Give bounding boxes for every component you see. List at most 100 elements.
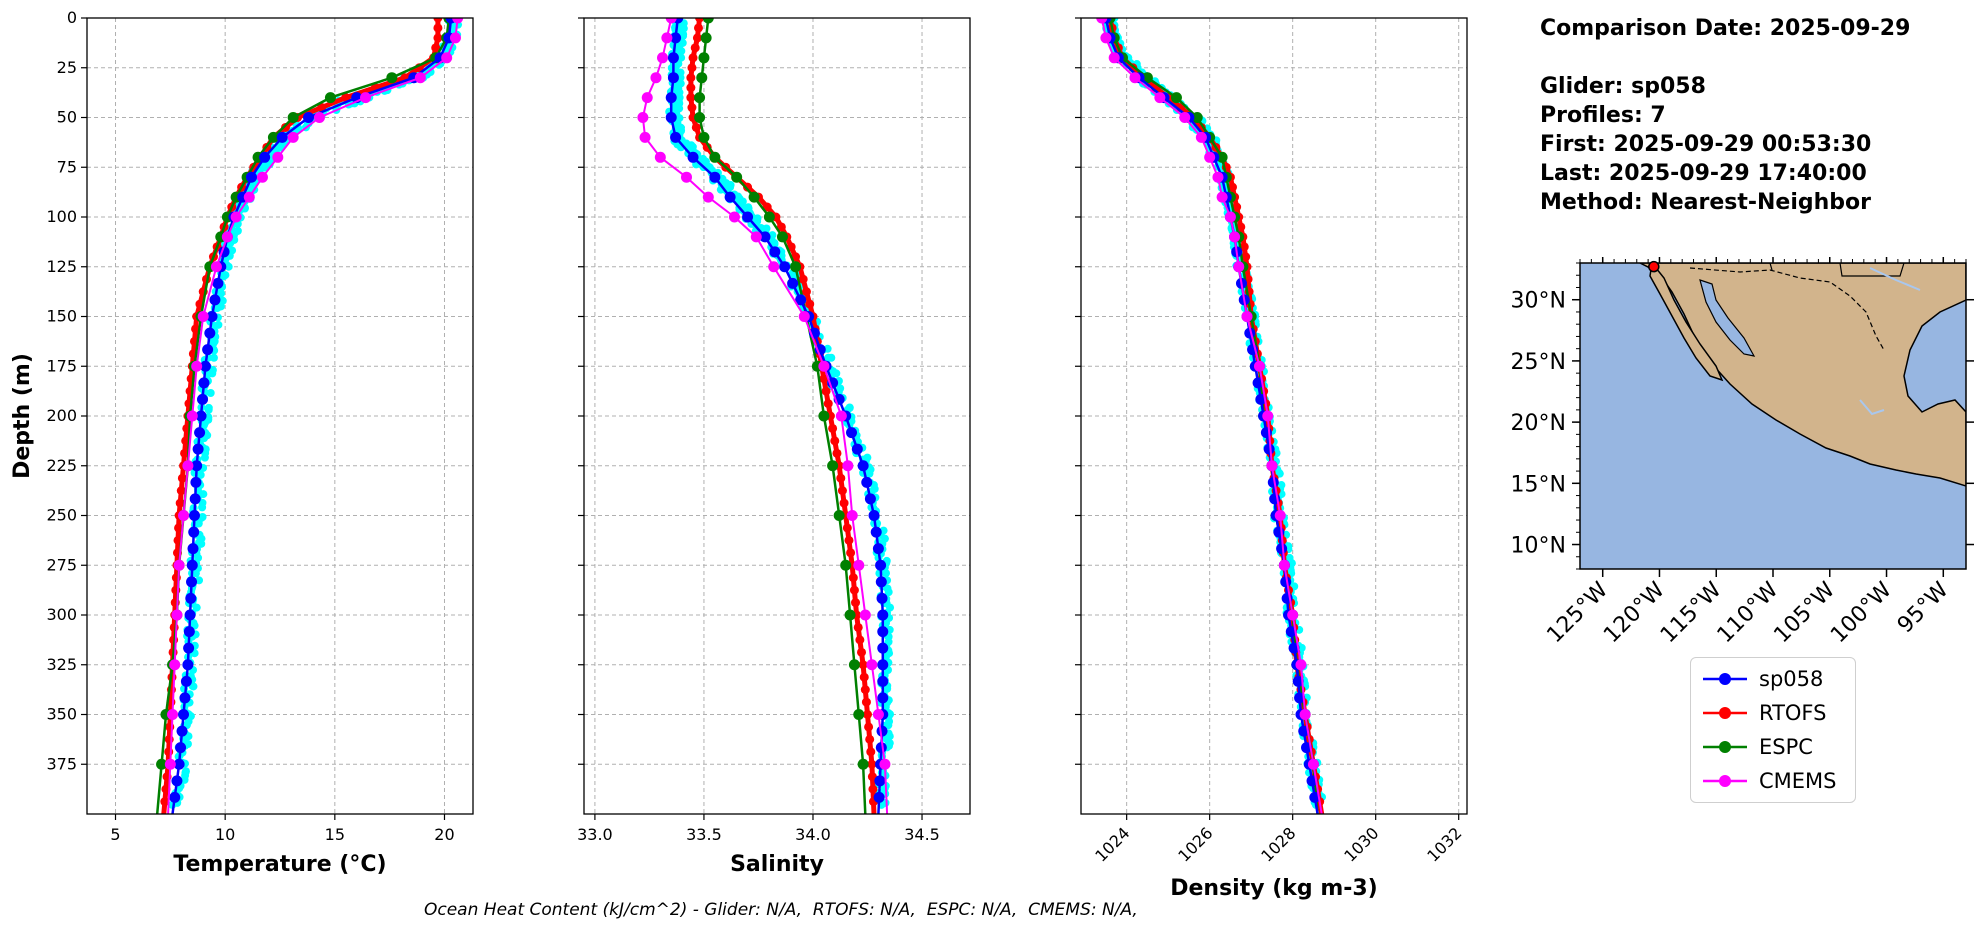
glider-raw-points [168, 18, 463, 809]
point-rtofs [687, 63, 697, 73]
point-sp058 [876, 592, 888, 604]
point-rtofs [801, 287, 811, 297]
glider-point [204, 403, 213, 412]
y-tick-label: 125 [46, 257, 77, 276]
series-line-cmems [167, 18, 459, 814]
point-rtofs [691, 122, 701, 132]
point-rtofs [743, 182, 753, 192]
point-cmems [197, 311, 209, 322]
point-sp058 [206, 311, 218, 322]
point-cmems [879, 758, 891, 770]
legend-item-cmems: CMEMS [1701, 764, 1851, 798]
point-rtofs [867, 772, 877, 782]
ocean-heat-content-note: Ocean Heat Content (kJ/cm^2) - Glider: N… [424, 900, 1138, 920]
point-cmems [1154, 92, 1166, 104]
point-espc [1191, 112, 1203, 123]
x-tick-label: 1024 [1091, 823, 1133, 865]
point-espc [776, 231, 788, 243]
glider-point [678, 18, 679, 19]
info-panel: Comparison Date: 2025-09-29 Glider: sp05… [1540, 14, 1910, 217]
glider-point [194, 519, 203, 528]
point-sp058 [670, 32, 682, 44]
point-sp058 [276, 131, 288, 143]
glider-point [674, 18, 678, 19]
point-rtofs [776, 222, 786, 232]
point-sp058 [874, 775, 886, 787]
point-cmems [1100, 32, 1112, 44]
legend-label-rtofs: RTOFS [1759, 701, 1827, 725]
point-espc [267, 131, 279, 143]
map-river [1859, 267, 1921, 416]
point-sp058 [202, 344, 214, 356]
y-tick-label: 50 [57, 108, 77, 127]
point-rtofs [798, 274, 808, 284]
glider-point [208, 369, 217, 378]
point-cmems [1129, 72, 1141, 84]
point-sp058 [795, 294, 807, 306]
point-sp058 [1276, 543, 1288, 555]
y-tick-label: 325 [46, 655, 77, 674]
point-sp058 [180, 675, 192, 687]
point-rtofs [853, 622, 863, 632]
point-cmems [178, 510, 189, 521]
point-rtofs [433, 33, 443, 43]
point-sp058 [670, 131, 682, 143]
point-cmems [1233, 261, 1245, 273]
y-tick-label: 275 [46, 555, 77, 574]
point-espc [694, 92, 706, 104]
point-rtofs [859, 672, 869, 682]
point-cmems [866, 659, 878, 671]
point-rtofs [846, 548, 856, 558]
point-espc [702, 18, 714, 24]
map-lat-label: 15°N [1511, 472, 1566, 497]
point-cmems [835, 410, 847, 422]
point-rtofs [864, 722, 874, 732]
point-rtofs [686, 93, 696, 103]
point-rtofs [832, 448, 842, 458]
point-sp058 [665, 112, 677, 123]
glider-point [214, 320, 223, 329]
point-rtofs [687, 103, 697, 113]
glider-raw-points [1101, 18, 1327, 809]
point-cmems [1307, 758, 1319, 770]
point-espc [324, 92, 336, 104]
point-espc [763, 211, 775, 223]
point-sp058 [204, 327, 216, 339]
point-rtofs [688, 53, 698, 63]
point-sp058 [179, 692, 191, 704]
point-espc [853, 709, 865, 720]
panel-salinity: 33.0 33.5 34.0 34.5 Salinity [577, 17, 971, 877]
point-cmems [441, 52, 453, 64]
glider-location-marker [1648, 260, 1660, 273]
point-rtofs [849, 585, 859, 595]
x-tick-label: 5 [110, 825, 120, 844]
y-tick-label: 350 [46, 705, 77, 724]
point-rtofs [1232, 202, 1242, 212]
legend-label-cmems: CMEMS [1759, 769, 1837, 793]
point-cmems [665, 18, 677, 24]
y-tick-label: 0 [67, 8, 77, 27]
panel-density-kg-m-3: 1024 1026 1028 1030 1032 Density (kg m-3) [1075, 17, 1468, 901]
point-sp058 [209, 294, 221, 306]
point-rtofs [1241, 252, 1251, 262]
point-cmems [680, 171, 692, 183]
point-espc [857, 758, 869, 770]
point-sp058 [742, 211, 754, 223]
point-espc [790, 261, 802, 273]
glider-point [180, 775, 189, 784]
point-rtofs [836, 473, 846, 483]
point-espc [700, 32, 712, 44]
point-espc [731, 171, 743, 183]
comparison-date: Comparison Date: 2025-09-29 [1540, 16, 1911, 41]
point-cmems [661, 32, 673, 44]
point-rtofs [861, 697, 871, 707]
point-sp058 [857, 460, 869, 472]
point-cmems [287, 131, 299, 143]
point-cmems [167, 709, 179, 720]
point-cmems [1204, 151, 1216, 163]
point-cmems [272, 151, 284, 163]
point-rtofs [160, 797, 170, 807]
point-sp058 [187, 543, 199, 555]
point-rtofs [828, 423, 838, 433]
